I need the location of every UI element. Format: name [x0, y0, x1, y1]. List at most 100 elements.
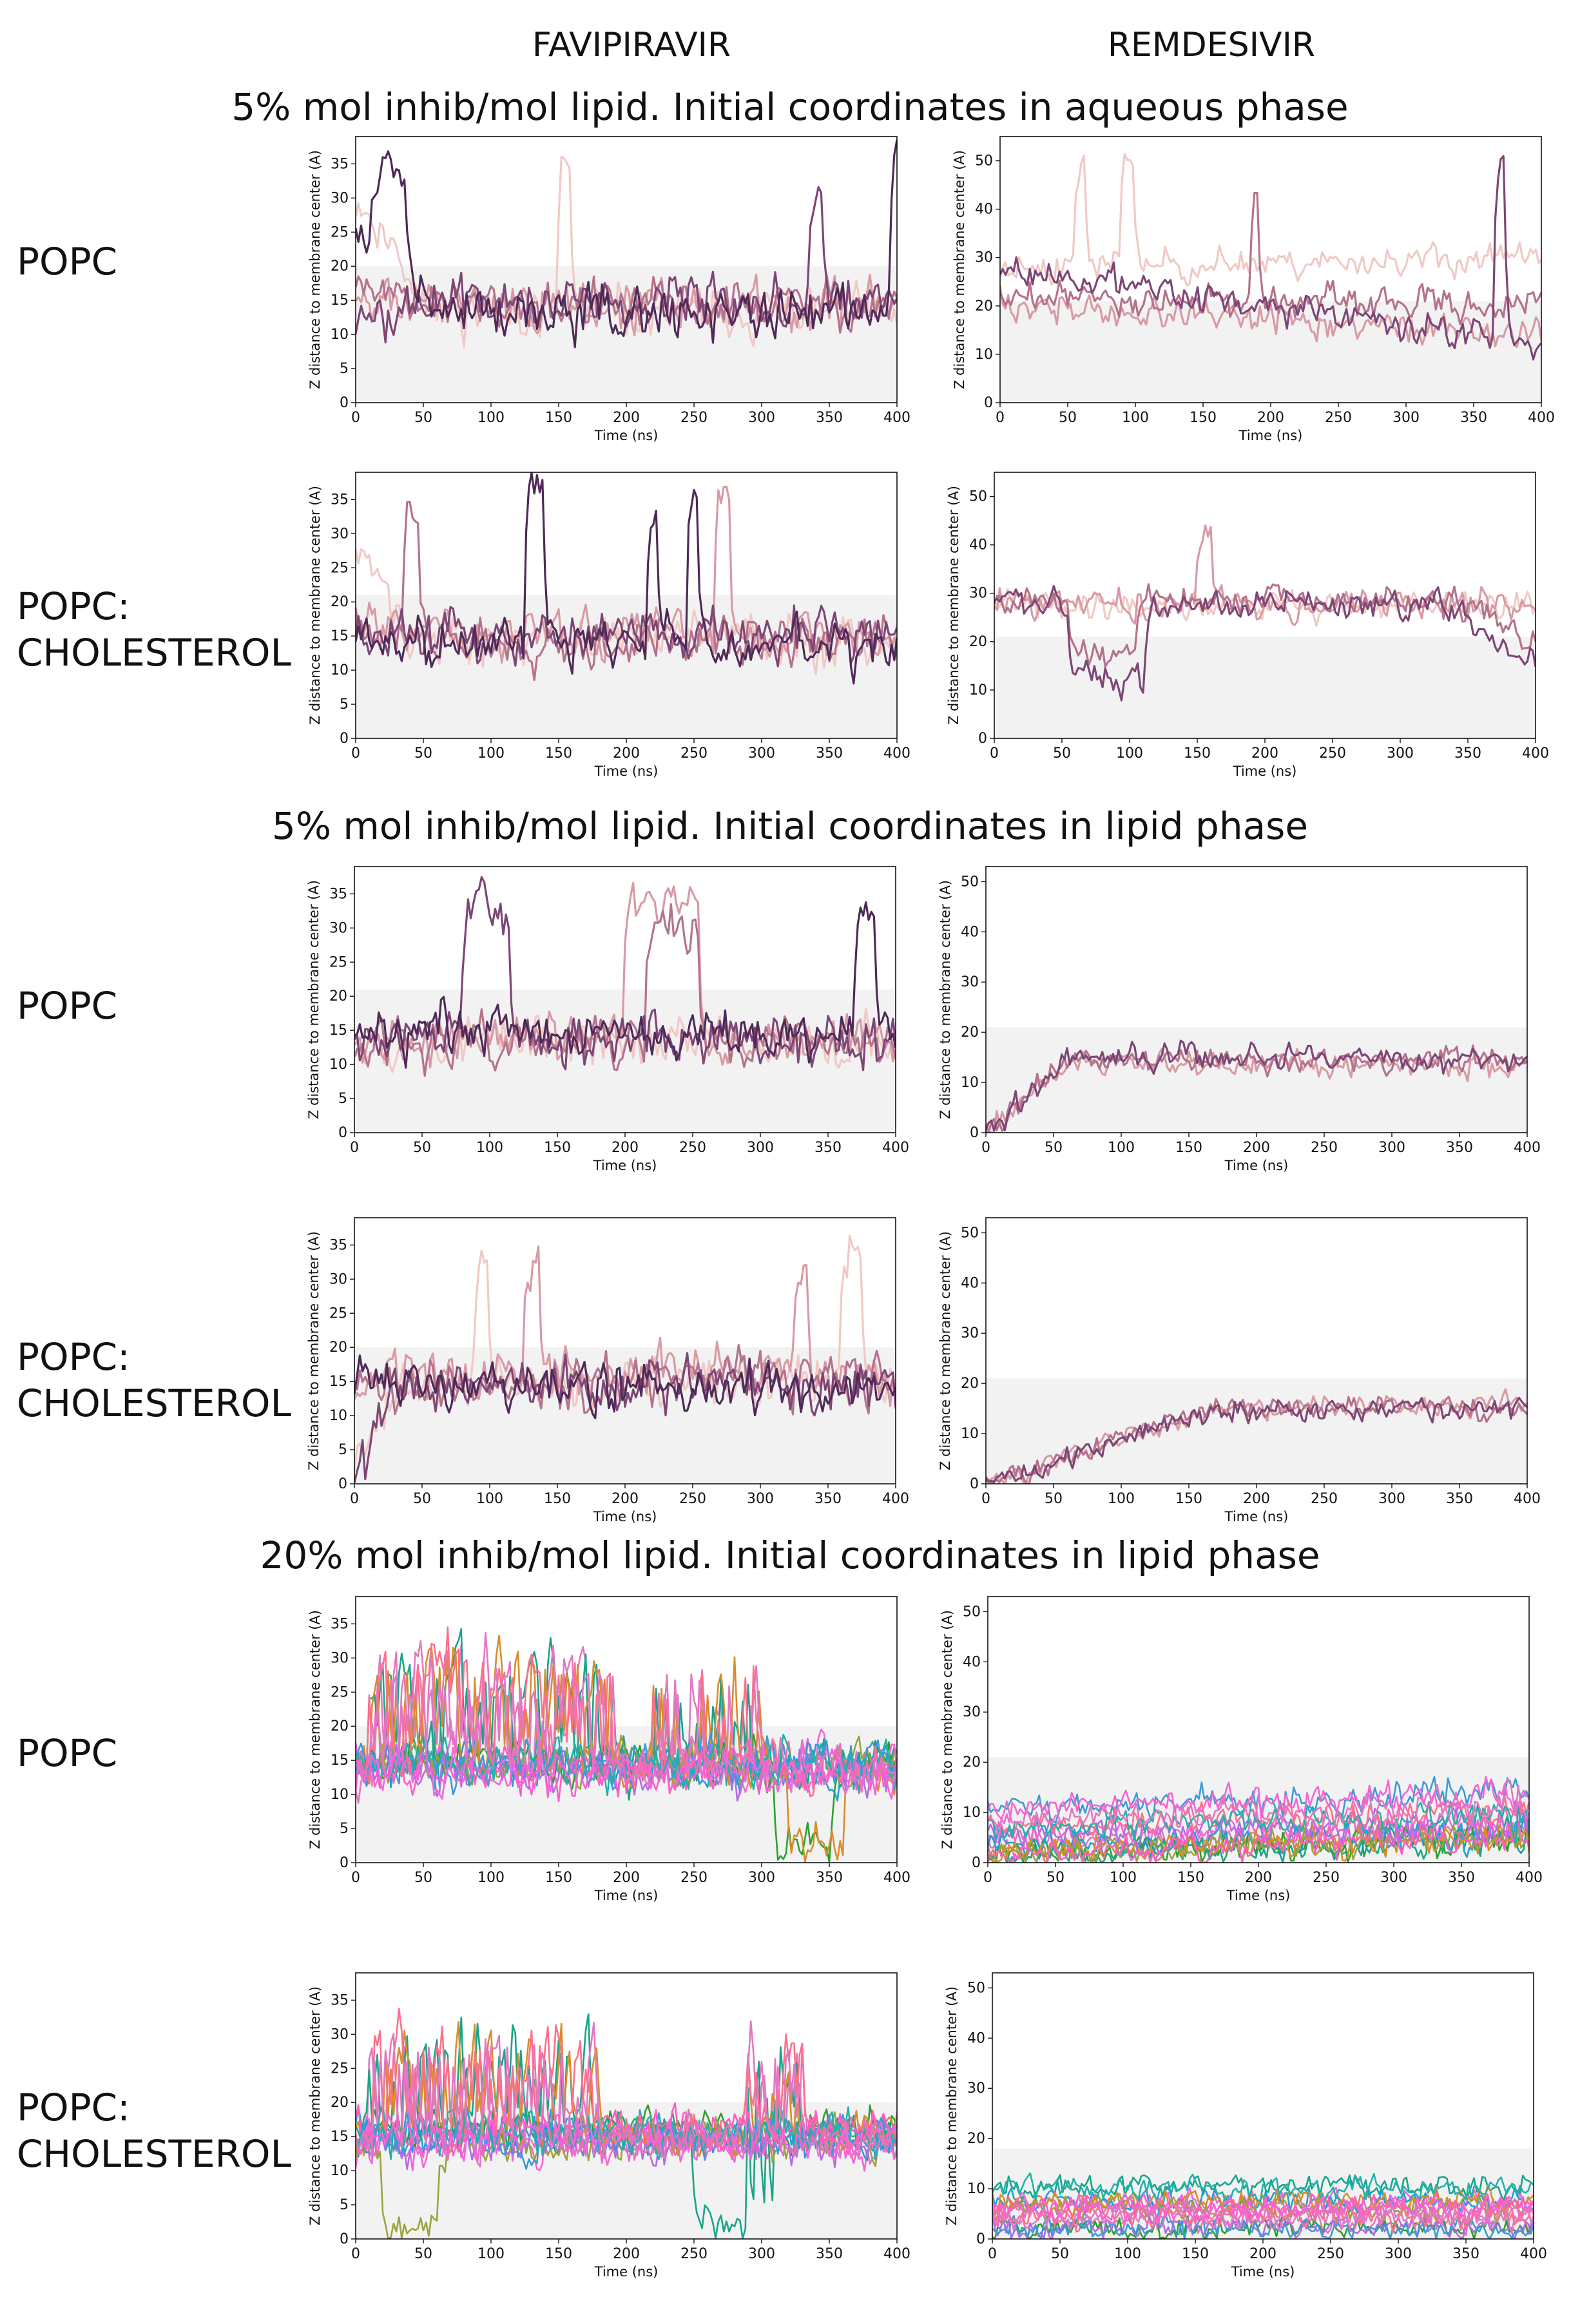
y-tick-label: 40	[961, 1275, 979, 1291]
x-tick-label: 250	[1311, 1140, 1338, 1156]
y-tick-label: 30	[961, 1325, 979, 1341]
x-tick-label: 100	[476, 1140, 503, 1156]
x-tick-label: 150	[544, 1140, 571, 1156]
chart-favipiravir-popc-lipid-20: 0 50 100 150 200 250 300 350 400 0 5 10 15 20 25 30 35 Ti…	[307, 1596, 910, 1903]
y-tick-label: 5	[338, 1091, 347, 1107]
series-line-12	[988, 1800, 1529, 1845]
x-tick-label: 100	[477, 745, 505, 762]
membrane-band	[986, 1027, 1527, 1133]
y-tick-label: 30	[963, 1704, 981, 1720]
y-tick-label: 30	[975, 250, 993, 266]
series-line-2	[356, 485, 897, 664]
x-tick-label: 100	[476, 1491, 503, 1507]
x-axis-label: Time (ns)	[1226, 1888, 1291, 1903]
x-tick-label: 350	[814, 1491, 842, 1507]
x-tick-label: 400	[1528, 410, 1555, 426]
y-tick-label: 15	[329, 1023, 347, 1039]
x-tick-label: 350	[816, 745, 843, 762]
y-tick-label: 20	[961, 1024, 979, 1041]
x-tick-label: 250	[680, 745, 708, 762]
x-tick-label: 350	[1446, 1491, 1473, 1507]
x-tick-label: 200	[612, 1140, 639, 1156]
x-tick-label: 200	[613, 410, 640, 426]
y-tick-label: 25	[329, 1305, 347, 1321]
y-tick-label: 25	[331, 224, 349, 240]
x-tick-label: 200	[612, 1491, 639, 1507]
y-tick-label: 35	[331, 156, 349, 172]
series-line-4	[354, 1352, 896, 1484]
y-tick-label: 30	[331, 190, 349, 206]
x-tick-label: 50	[413, 1140, 431, 1156]
series-line-10	[356, 2008, 897, 2156]
y-tick-label: 25	[331, 2060, 349, 2077]
y-tick-label: 0	[970, 1125, 979, 1141]
x-tick-label: 300	[748, 2246, 775, 2262]
row-label: POPC	[17, 983, 117, 1029]
x-tick-label: 300	[1380, 1870, 1407, 1886]
y-axis-label: Z distance to membrane center (A)	[939, 1610, 955, 1849]
x-tick-label: 50	[414, 745, 432, 762]
series-line-5	[354, 901, 896, 1069]
x-tick-label: 250	[1319, 745, 1346, 762]
x-tick-label: 400	[883, 745, 910, 762]
y-tick-label: 10	[329, 1408, 347, 1424]
y-tick-label: 20	[331, 594, 349, 610]
y-tick-label: 35	[329, 1237, 347, 1253]
row-label: POPC: CHOLESTEROL	[17, 1334, 291, 1426]
x-tick-label: 150	[545, 2246, 572, 2262]
series-line-14	[356, 2110, 897, 2169]
y-tick-label: 10	[975, 347, 993, 363]
x-tick-label: 250	[680, 410, 708, 426]
y-tick-label: 5	[340, 696, 349, 713]
y-tick-label: 20	[331, 258, 349, 274]
x-tick-label: 100	[1114, 2246, 1141, 2262]
x-tick-label: 200	[613, 1870, 640, 1886]
y-tick-label: 10	[331, 2163, 349, 2179]
x-tick-label: 300	[748, 1870, 775, 1886]
y-tick-label: 10	[961, 1426, 979, 1442]
y-tick-label: 5	[338, 1442, 347, 1458]
y-tick-label: 40	[961, 924, 979, 940]
y-tick-label: 0	[340, 2231, 349, 2247]
x-tick-label: 200	[1257, 410, 1284, 426]
chart-remdesivir-popc-lipid-5: 0 50 100 150 200 250 300 350 400 0 10 20 30 40 50 Time …	[938, 866, 1541, 1173]
x-tick-label: 150	[1175, 1140, 1202, 1156]
x-tick-label: 300	[747, 1140, 774, 1156]
x-tick-label: 200	[1249, 2246, 1277, 2262]
x-tick-label: 50	[1051, 2246, 1069, 2262]
membrane-band	[1000, 301, 1541, 403]
x-tick-label: 250	[1317, 2246, 1344, 2262]
y-tick-label: 25	[331, 1684, 349, 1700]
x-axis-label: Time (ns)	[594, 1888, 659, 1903]
x-tick-label: 250	[1311, 1491, 1338, 1507]
y-axis-label: Z distance to membrane center (A)	[938, 880, 953, 1119]
series-line-4	[994, 584, 1536, 702]
x-tick-label: 100	[477, 1870, 505, 1886]
x-axis-label: Time (ns)	[1233, 763, 1297, 779]
x-tick-label: 400	[1520, 2246, 1547, 2262]
x-tick-label: 0	[351, 1870, 360, 1886]
x-tick-label: 0	[351, 2246, 360, 2262]
x-tick-label: 0	[350, 1140, 359, 1156]
row-label-line2: CHOLESTEROL	[17, 2132, 291, 2176]
y-tick-label: 35	[331, 1992, 349, 2008]
x-tick-label: 250	[1313, 1870, 1340, 1886]
y-tick-label: 20	[329, 1340, 347, 1356]
chart-favipiravir-cholesterol-lipid-5: 0 50 100 150 200 250 300 350 400 0 5 10 15 20 25 30 35 Ti…	[306, 1217, 909, 1524]
series-line-5	[356, 139, 897, 349]
x-tick-label: 0	[981, 1491, 990, 1507]
series-line-14	[992, 2192, 1534, 2223]
x-tick-label: 400	[883, 1870, 910, 1886]
x-tick-label: 150	[545, 745, 572, 762]
series-line-3	[994, 583, 1536, 668]
section-title-lipid-5: 5% mol inhib/mol lipid. Initial coordina…	[271, 804, 1309, 848]
y-tick-label: 0	[340, 731, 349, 747]
y-tick-label: 10	[331, 662, 349, 678]
y-tick-label: 0	[340, 1855, 349, 1871]
x-tick-label: 100	[1108, 1491, 1135, 1507]
y-tick-label: 30	[967, 2080, 985, 2097]
x-tick-label: 200	[1243, 1140, 1270, 1156]
y-tick-label: 0	[978, 731, 987, 747]
series-line-12	[992, 2172, 1534, 2203]
y-tick-label: 40	[963, 1654, 981, 1670]
